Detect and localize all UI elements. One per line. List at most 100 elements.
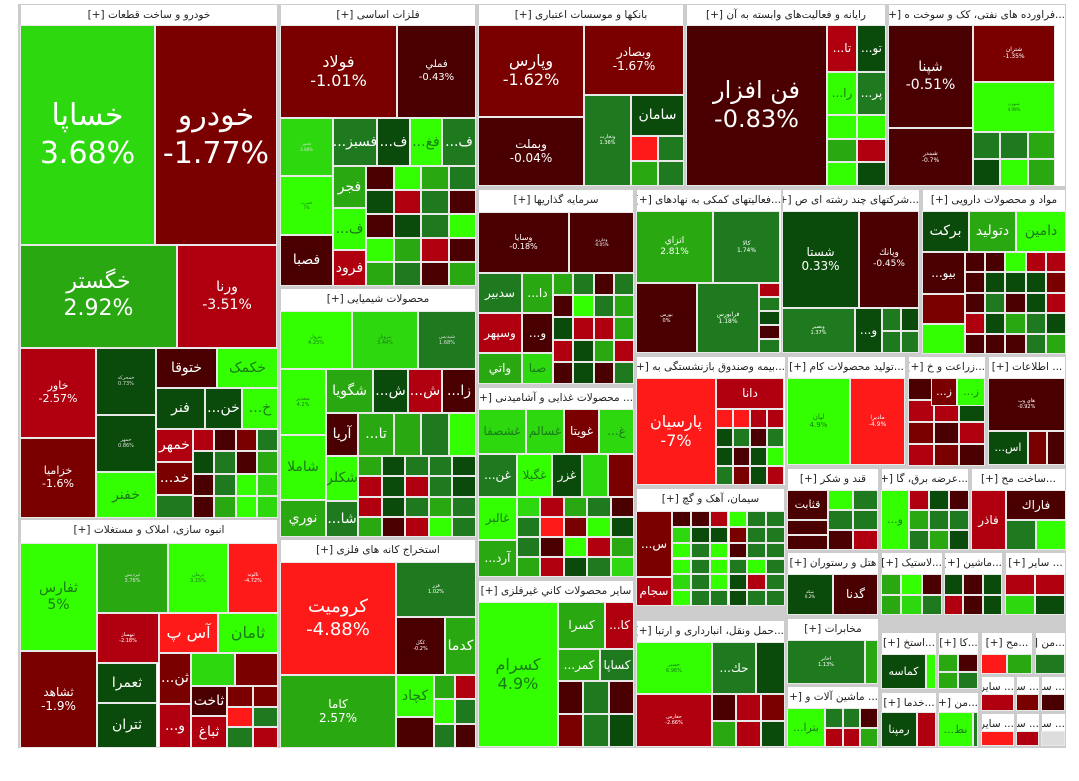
tile-vati[interactable]: واتي [478,353,522,384]
tile-sekke[interactable]: سكه 0.2% [787,574,833,615]
tile-small[interactable] [853,490,878,510]
sector-extract[interactable]: ...استخ [+] کماسه [881,632,937,690]
tile-small[interactable] [1000,132,1028,159]
sector-multi[interactable]: ...شرکتهای چند رشته ای ص [+] شستا 0.33% وپا… [782,189,920,353]
sector-small-5[interactable]: ... سایر [+] [1041,713,1066,747]
tile-small[interactable] [428,516,453,537]
tile-khodro[interactable]: خودرو -1.77% [155,25,277,245]
sector-title[interactable]: ...مح [+] [985,637,1029,649]
tile-small[interactable] [553,273,574,296]
tile-ghsalem[interactable]: غسالم [526,409,564,454]
tile-small[interactable] [428,476,453,497]
sector-sugar[interactable]: قند و شکر [+] قثابت [787,468,879,550]
sector-small1[interactable]: ...من [+] [1035,632,1066,674]
tile-small[interactable] [593,295,614,318]
tile-dtolid[interactable]: دتولید [969,211,1016,252]
tile-shasta[interactable]: شستا 0.33% [782,211,859,308]
tile-kama[interactable]: کاما 2.57% [280,675,396,748]
tile-small[interactable] [1005,313,1026,334]
sector-small-2[interactable]: ... سایر [+] [1041,676,1066,712]
sector-services[interactable]: ...خدما [+] رمپنا [881,692,937,748]
sector-title[interactable]: مواد و محصولات دارویی [+] [930,194,1058,206]
tile-small[interactable] [573,361,594,384]
sector-title[interactable]: ... سایر [+] [1017,718,1039,730]
tile-small[interactable] [358,456,382,477]
sector-build[interactable]: ...ساخت مح [+] فاذر فاراك [971,468,1066,550]
sector-chem[interactable]: محصولات شیمیایی [+] پترول 4.25% پتروبل 3.44%… [280,288,476,537]
tile-small[interactable] [358,476,382,497]
sector-title[interactable]: ...زراعت و خ [+] [909,361,985,373]
tile-small[interactable] [613,317,634,340]
sector-title[interactable]: ... سایر [+] [982,718,1014,730]
tile-small[interactable] [587,557,611,577]
tile-small[interactable] [563,557,588,577]
tile-small[interactable] [593,339,614,362]
tile-small[interactable] [517,517,541,537]
tile-small[interactable] [921,594,942,615]
tile-vbsader[interactable]: وبصادر -1.67% [584,25,684,95]
tile-small[interactable] [747,542,767,559]
tile-small[interactable] [733,466,750,485]
tile-small[interactable] [965,333,986,354]
sector-title[interactable]: ...شرکتهای چند رشته ای ص [+] [783,194,919,206]
tile-small[interactable] [393,238,421,262]
tile-kala[interactable]: کالا 1.74% [713,211,780,283]
tile-small[interactable] [421,238,449,262]
tile-small[interactable] [421,413,449,456]
tile-small[interactable] [766,526,785,543]
tile-small[interactable] [908,378,934,400]
tile-vkharazm[interactable]: وخارزم -0.05% [569,212,634,273]
sector-small-3[interactable]: ... سایر [+] [981,713,1015,747]
tile-small[interactable] [1006,520,1036,550]
tile-small[interactable] [709,574,729,591]
tile-vsepehr[interactable]: وسپهر [478,313,522,353]
tile-small[interactable] [709,511,729,527]
sector-title[interactable]: ...ماشین [+] [945,557,1002,569]
sector-title[interactable]: سرمایه گذاریها [+] [513,194,599,206]
tile-small[interactable] [985,272,1006,293]
tile-nat[interactable]: ...نط [938,712,973,747]
tile-small[interactable] [672,558,691,575]
tile-da[interactable]: ...دا [522,273,553,313]
sector-title[interactable]: ...بیمه وصندوق بازنشستگی به [+] [637,361,785,373]
sector-title[interactable]: ...تولید محصولات کام [+] [789,361,904,373]
sector-rubber[interactable]: ...لاستیک [+] [881,552,943,616]
tile-small[interactable] [882,330,901,353]
tile-sadbir[interactable]: سدبير [478,273,522,313]
tile-kmar[interactable]: ...کمر [558,649,600,681]
tile-small[interactable] [690,526,710,543]
tile-small[interactable] [1041,731,1065,746]
tile-small[interactable] [1027,132,1055,159]
tile-kromit[interactable]: کرومیت -4.88% [280,562,396,675]
tile-small[interactable] [235,451,257,474]
tile-small[interactable] [965,272,986,293]
tile-small[interactable] [1005,574,1035,595]
tile-rampna[interactable]: رمپنا [881,712,917,747]
tile-small[interactable] [448,262,476,286]
tile-small[interactable] [909,490,929,510]
tile-small[interactable] [672,542,691,559]
tile-small[interactable] [958,654,978,672]
tile-small[interactable] [690,542,710,559]
tile-small[interactable] [452,476,476,497]
tile-ghn[interactable]: ...غن [478,454,517,497]
tile-small[interactable] [825,727,843,747]
tile-to[interactable]: ...تو [857,25,886,72]
tile-vsapa[interactable]: وسایا -0.18% [478,212,569,273]
tile-small[interactable] [908,400,934,422]
tile-small[interactable] [900,330,919,353]
tile-small[interactable] [191,653,235,686]
tile-saman2[interactable]: ثامان [218,613,278,653]
tile-small[interactable] [985,333,1006,354]
tile-small[interactable] [1005,292,1026,314]
tile-small[interactable] [767,409,784,428]
sector-title[interactable]: محصولات شیمیایی [+] [326,293,430,305]
sector-title[interactable]: خودرو و ساخت قطعات [+] [87,9,211,21]
tile-small[interactable] [517,557,541,577]
sector-auto[interactable]: خودرو و ساخت قطعات [+] خساپا 3.68% خودرو -1.… [20,4,278,519]
tile-small[interactable] [985,313,1006,334]
tile-qsabet[interactable]: قثابت [787,490,828,520]
tile-v2[interactable]: ...و [522,313,553,353]
tile-shbhrn[interactable]: شبهرن 4.99% [973,82,1055,132]
tile-small[interactable] [193,495,215,518]
